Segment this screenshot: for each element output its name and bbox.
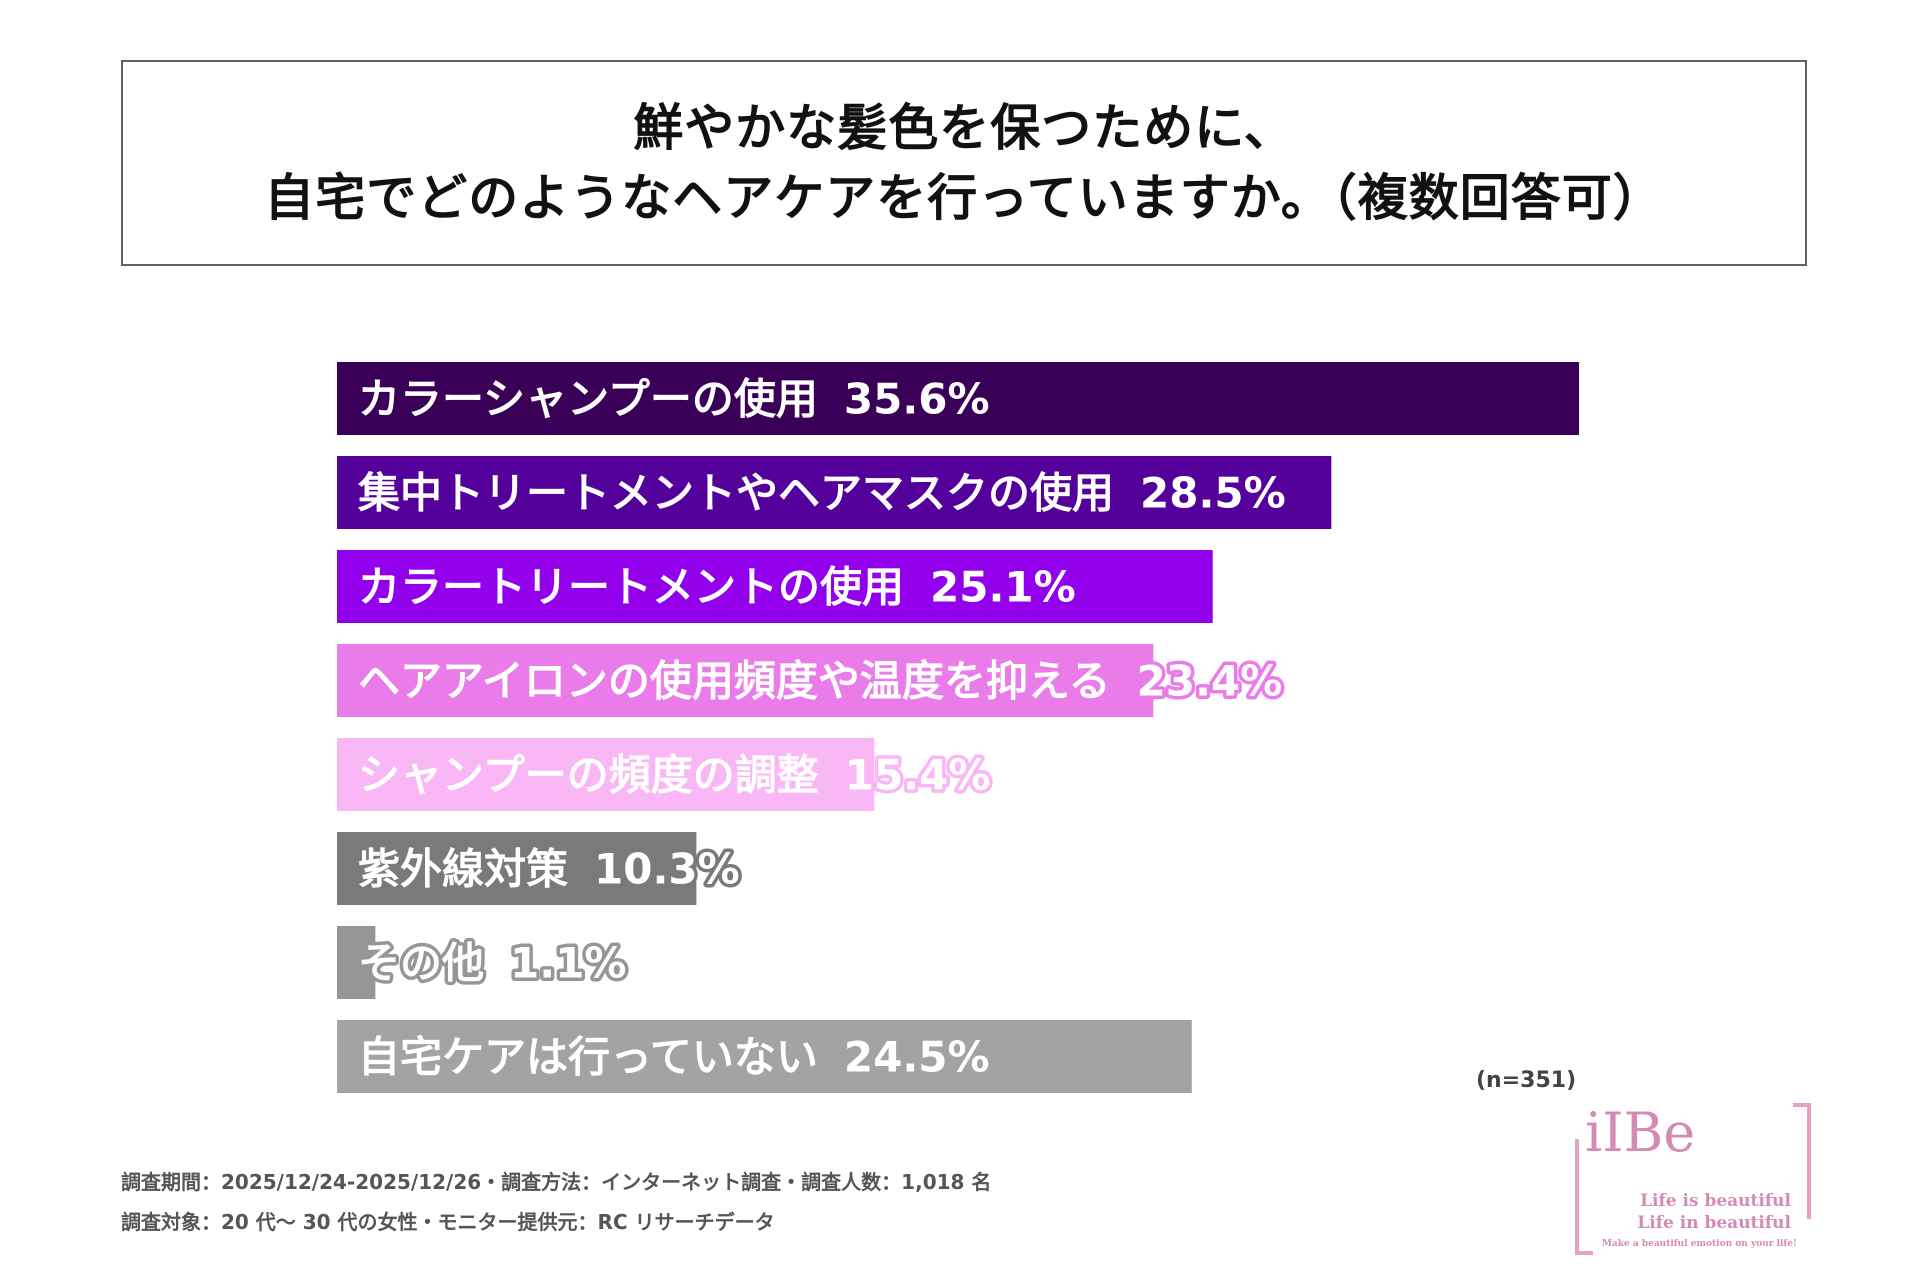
- bar-value-label: 35.6%: [844, 375, 990, 424]
- bar-label-8: 自宅ケアは行っていない 24.5%: [358, 1033, 990, 1082]
- logo-tagline-2: Life in beautiful: [1637, 1213, 1791, 1233]
- bar-value-label: 23.4%: [1137, 657, 1283, 706]
- bar-value-label: 15.4%: [845, 751, 991, 800]
- bar-6: [337, 832, 697, 905]
- bar-value-label: 28.5%: [1140, 469, 1286, 518]
- bar-label-6: 紫外線対策 10.3%: [358, 845, 740, 894]
- bar-value-label: 24.5%: [844, 1033, 990, 1082]
- bar-label-7: その他 1.1%: [358, 939, 627, 988]
- bar-category-label: カラートリートメントの使用: [358, 563, 904, 612]
- chart-title-line-1: 鮮やかな髪色を保つために、: [633, 99, 1295, 157]
- bar-7: [337, 926, 376, 999]
- bar-1: [337, 362, 1580, 435]
- bar-5: [337, 738, 875, 811]
- bar-3: [337, 550, 1213, 623]
- bar-8: [337, 1020, 1192, 1093]
- bar-label-2: 集中トリートメントやヘアマスクの使用 28.5%: [357, 469, 1286, 518]
- ilbe-logo: iIBe Life is beautiful Life in beautiful…: [1575, 1101, 1811, 1255]
- bar-2: [337, 456, 1332, 529]
- bar-category-label: その他: [358, 939, 484, 988]
- logo-wordmark: iIBe: [1585, 1101, 1696, 1164]
- bar-label-4: ヘアアイロンの使用頻度や温度を抑える 23.4%: [358, 657, 1282, 706]
- survey-footnote-2: 調査対象：20 代～ 30 代の女性・モニター提供元：RC リサーチデータ: [121, 1210, 775, 1234]
- survey-footnote-1: 調査期間：2025/12/24-2025/12/26・調査方法：インターネット調…: [121, 1170, 992, 1194]
- bar-label-1: カラーシャンプーの使用 35.6%: [358, 375, 990, 424]
- bar-category-label: シャンプーの頻度の調整: [358, 751, 819, 800]
- bar-category-label: ヘアアイロンの使用頻度や温度を抑える: [358, 657, 1111, 706]
- bar-category-label: 紫外線対策: [358, 845, 568, 894]
- sample-size-label: (n=351): [1476, 1068, 1577, 1093]
- bar-4: [337, 644, 1154, 717]
- bar-label-5: シャンプーの頻度の調整 15.4%: [358, 751, 990, 800]
- bar-value-label: 1.1%: [510, 939, 626, 988]
- logo-bracket-left: [1575, 1139, 1593, 1255]
- logo-tagline-3: Make a beautiful emotion on your life!: [1601, 1239, 1797, 1249]
- logo-bracket-right: [1793, 1103, 1811, 1219]
- bar-value-label: 10.3%: [594, 845, 740, 894]
- bar-category-label: 集中トリートメントやヘアマスクの使用: [357, 469, 1114, 518]
- bar-category-label: 自宅ケアは行っていない: [358, 1033, 818, 1082]
- bar-value-label: 25.1%: [930, 563, 1076, 612]
- chart-title-box: 鮮やかな髪色を保つために、 自宅でどのようなヘアケアを行っていますか。（複数回答…: [121, 60, 1807, 266]
- bar-label-3: カラートリートメントの使用 25.1%: [358, 563, 1076, 612]
- chart-title-line-2: 自宅でどのようなヘアケアを行っていますか。（複数回答可）: [264, 169, 1664, 227]
- bar-category-label: カラーシャンプーの使用: [358, 375, 818, 424]
- logo-tagline-1: Life is beautiful: [1640, 1191, 1791, 1211]
